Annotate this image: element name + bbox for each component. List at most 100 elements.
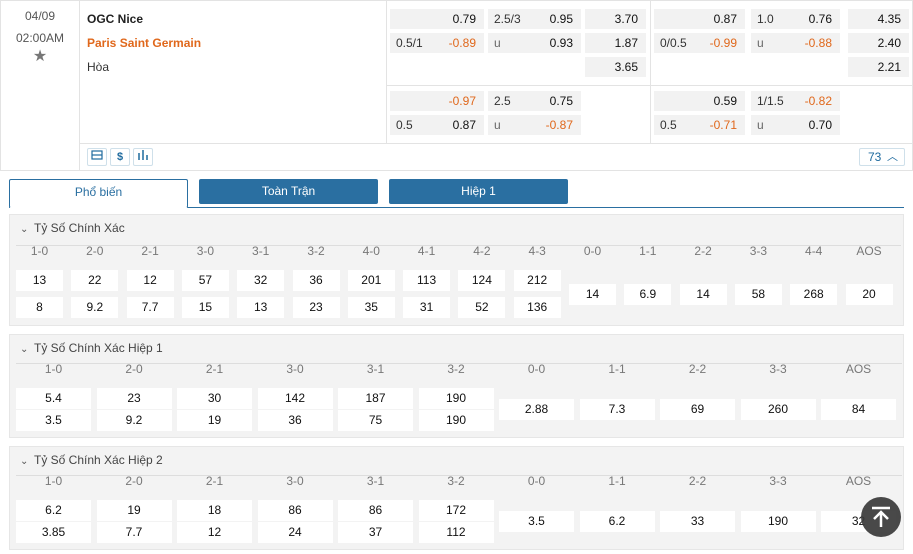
score-odds-cell[interactable]: 19: [96, 500, 172, 521]
score-odds-cell[interactable]: 86: [257, 500, 333, 521]
score-odds-cell[interactable]: 172: [418, 500, 494, 521]
score-odds-cell[interactable]: 190: [740, 511, 816, 532]
handicap-away-odds[interactable]: 0.5/1 -0.89: [390, 33, 484, 53]
score-odds-cell[interactable]: 260: [740, 399, 816, 420]
away-team-name[interactable]: Paris Saint Germain: [87, 36, 202, 50]
half-handicap-away-odds[interactable]: 0/0.5 -0.99: [654, 33, 745, 53]
score-odds-cell[interactable]: 37: [338, 522, 413, 543]
score-odds-cell[interactable]: 2.88: [499, 399, 574, 420]
more-markets-button[interactable]: 73 ︿: [859, 148, 905, 166]
score-odds-cell[interactable]: 36: [292, 270, 340, 291]
score-odds-cell[interactable]: 142: [257, 388, 333, 409]
half-handicap-home-odds[interactable]: 0.87: [654, 9, 745, 29]
score-odds-cell[interactable]: 6.2: [579, 511, 655, 532]
score-odds-cell[interactable]: 22: [71, 270, 119, 291]
score-odds-cell[interactable]: 32: [237, 270, 285, 291]
score-odds-cell[interactable]: 57: [181, 270, 229, 291]
score-odds-cell[interactable]: 33: [660, 511, 735, 532]
score-odds-cell[interactable]: 58: [734, 283, 782, 305]
score-odds-cell[interactable]: 212: [513, 270, 561, 291]
score-odds-cell[interactable]: 12: [177, 522, 252, 543]
home-team-name[interactable]: OGC Nice: [87, 12, 144, 26]
score-odds-cell[interactable]: 8: [16, 297, 63, 318]
score-odds-cell[interactable]: 3.5: [16, 410, 91, 431]
half-handicap2-home-odds[interactable]: 0.59: [654, 91, 745, 111]
score-odds-cell[interactable]: 9.2: [71, 297, 119, 318]
score-odds-cell[interactable]: 187: [338, 388, 413, 409]
score-odds-cell[interactable]: 13: [237, 297, 285, 318]
tab-popular[interactable]: Phổ biến: [9, 179, 188, 208]
score-odds-cell[interactable]: 3.5: [499, 511, 574, 532]
score-odds-cell[interactable]: 20: [845, 283, 893, 305]
score-odds-cell[interactable]: 6.2: [16, 500, 91, 521]
under-odds[interactable]: u 0.93: [488, 33, 581, 53]
chevron-down-icon: ⌄: [20, 456, 29, 467]
under2-odds[interactable]: u -0.87: [488, 115, 581, 135]
score-odds-cell[interactable]: 19: [177, 410, 252, 431]
handicap2-home-odds[interactable]: -0.97: [390, 91, 484, 111]
score-odds-cell[interactable]: 7.3: [579, 399, 655, 420]
handicap2-away-odds[interactable]: 0.5 0.87: [390, 115, 484, 135]
score-odds-cell[interactable]: 86: [338, 500, 413, 521]
half-home-win-odds[interactable]: 4.35: [848, 9, 909, 29]
score-odds-cell[interactable]: 190: [418, 410, 494, 431]
score-odds-cell[interactable]: 6.9: [624, 283, 672, 305]
half-over-odds[interactable]: 1.0 0.76: [751, 9, 840, 29]
score-odds-cell[interactable]: 7.7: [126, 297, 174, 318]
score-odds-cell[interactable]: 190: [418, 388, 494, 409]
half-under-odds[interactable]: u -0.88: [751, 33, 840, 53]
handicap-home-odds[interactable]: 0.79: [390, 9, 484, 29]
over2-odds[interactable]: 2.5 0.75: [488, 91, 581, 111]
section-title[interactable]: ⌄ Tỷ Số Chính Xác Hiệp 2: [20, 447, 163, 473]
score-odds-cell[interactable]: 9.2: [96, 410, 172, 431]
half-under2-odds[interactable]: u 0.70: [751, 115, 840, 135]
score-odds-cell[interactable]: 5.4: [16, 388, 91, 409]
score-odds-cell[interactable]: 35: [347, 297, 395, 318]
score-odds-cell[interactable]: 201: [347, 270, 395, 291]
scroll-to-top-button[interactable]: [861, 497, 901, 537]
score-odds-cell[interactable]: 136: [513, 297, 561, 318]
draw-odds[interactable]: 3.65: [585, 57, 646, 77]
score-odds-cell[interactable]: 268: [790, 283, 838, 305]
half-draw-odds[interactable]: 2.21: [848, 57, 909, 77]
half-over2-odds[interactable]: 1/1.5 -0.82: [751, 91, 840, 111]
score-odds-cell[interactable]: 112: [418, 522, 494, 543]
layers-icon[interactable]: [87, 148, 107, 166]
divider: [386, 85, 913, 86]
tab-full-match[interactable]: Toàn Trận: [199, 179, 378, 204]
score-odds-cell[interactable]: 3.85: [16, 522, 91, 543]
dollar-icon[interactable]: $: [110, 148, 130, 166]
score-odds-cell[interactable]: 7.7: [96, 522, 172, 543]
score-odds-cell[interactable]: 84: [821, 399, 896, 420]
score-odds-cell[interactable]: 69: [660, 399, 735, 420]
section-title[interactable]: ⌄ Tỷ Số Chính Xác Hiệp 1: [20, 335, 163, 361]
half-handicap2-away-odds[interactable]: 0.5 -0.71: [654, 115, 745, 135]
over-odds[interactable]: 2.5/3 0.95: [488, 9, 581, 29]
score-odds-cell[interactable]: 52: [458, 297, 506, 318]
score-odds-cell[interactable]: 124: [458, 270, 506, 291]
score-odds-cell[interactable]: 36: [257, 410, 333, 431]
score-odds-cell[interactable]: 75: [338, 410, 413, 431]
score-odds-cell[interactable]: 30: [177, 388, 252, 409]
half-away-win-odds[interactable]: 2.40: [848, 33, 909, 53]
score-odds-cell[interactable]: 12: [126, 270, 174, 291]
score-odds-cell[interactable]: 18: [177, 500, 252, 521]
section-title[interactable]: ⌄ Tỷ Số Chính Xác: [20, 215, 125, 241]
score-odds-cell[interactable]: 14: [679, 283, 727, 305]
score-odds-cell[interactable]: 23: [292, 297, 340, 318]
bar-chart-icon[interactable]: [133, 148, 153, 166]
score-odds-cell[interactable]: 14: [569, 283, 616, 305]
home-win-odds[interactable]: 3.70: [585, 9, 646, 29]
score-odds-cell[interactable]: 24: [257, 522, 333, 543]
favorite-star-icon[interactable]: ★: [32, 48, 48, 65]
score-odds-cell[interactable]: 23: [96, 388, 172, 409]
score-odds-cell[interactable]: 113: [403, 270, 451, 291]
section-title-text: Tỷ Số Chính Xác Hiệp 1: [34, 341, 163, 355]
score-odds-cell[interactable]: 15: [181, 297, 229, 318]
score-odds-cell[interactable]: 13: [16, 270, 63, 291]
score-column-header: AOS: [845, 362, 872, 376]
away-win-odds[interactable]: 1.87: [585, 33, 646, 53]
tab-first-half[interactable]: Hiệp 1: [389, 179, 568, 204]
score-odds-cell[interactable]: 31: [403, 297, 451, 318]
score-column-header: 1-0: [44, 362, 63, 376]
